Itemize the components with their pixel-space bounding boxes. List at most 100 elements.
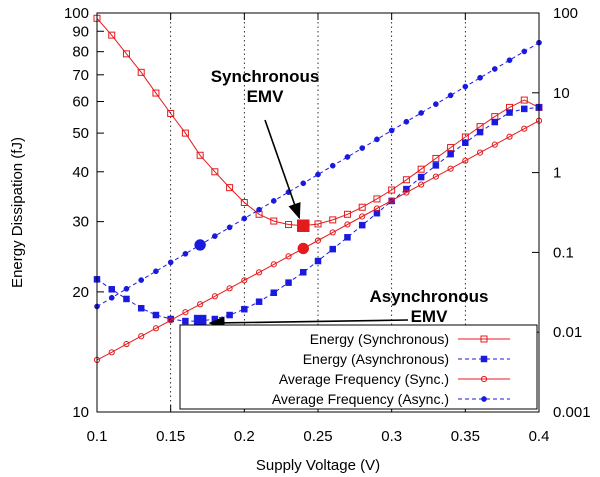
data-point <box>226 285 233 292</box>
grid-lines <box>170 13 466 412</box>
data-point <box>418 181 425 188</box>
data-point <box>462 83 469 90</box>
data-point <box>167 109 175 117</box>
y-right-tick-label: 0.01 <box>553 324 582 341</box>
annotation-text: EMV <box>247 87 285 106</box>
annotation-arrow <box>264 119 301 220</box>
highlight-point <box>297 242 310 255</box>
legend-marker <box>480 375 488 383</box>
data-point <box>521 48 528 55</box>
data-point <box>329 245 336 253</box>
y-left-tick-label: 100 <box>64 5 89 22</box>
legend-marker <box>481 396 487 402</box>
data-point <box>344 221 351 228</box>
data-point <box>108 349 115 356</box>
data-point <box>226 311 233 319</box>
data-point <box>108 286 115 293</box>
data-point <box>359 145 366 151</box>
y-left-tick-label: 20 <box>72 284 89 301</box>
data-point <box>152 89 160 97</box>
x-tick-label: 0.4 <box>529 428 550 445</box>
y-left-tick-label: 50 <box>72 125 89 142</box>
series-2 <box>93 104 543 325</box>
x-tick-label: 0.3 <box>381 428 402 445</box>
data-point <box>241 277 248 284</box>
series-layer <box>93 14 543 363</box>
data-point <box>138 333 145 340</box>
data-point <box>462 157 469 164</box>
y-left-tick-label: 70 <box>72 67 89 84</box>
data-point <box>388 186 396 194</box>
data-point <box>137 304 145 312</box>
highlight-point <box>194 239 206 251</box>
data-point <box>315 171 321 178</box>
data-point <box>402 176 410 184</box>
data-point <box>285 253 292 260</box>
y-left-tick-label: 10 <box>72 404 89 421</box>
data-point <box>182 250 189 257</box>
data-point <box>300 180 307 187</box>
data-point <box>447 92 454 99</box>
annotation-arrow <box>208 316 409 330</box>
data-point <box>108 294 115 301</box>
data-point <box>196 151 204 159</box>
data-point <box>256 206 262 213</box>
data-point <box>314 257 322 265</box>
data-point <box>270 217 278 225</box>
y-axis-label: Energy Dissipation (fJ) <box>9 137 26 288</box>
data-point <box>329 216 337 224</box>
data-point <box>344 154 351 160</box>
data-point <box>314 220 322 228</box>
data-point <box>329 229 336 236</box>
data-point <box>477 74 483 81</box>
data-point <box>432 154 440 162</box>
x-axis-label: Supply Voltage (V) <box>256 457 380 474</box>
data-point <box>153 268 159 275</box>
series-line <box>96 17 540 227</box>
data-point <box>476 128 484 136</box>
data-point <box>506 109 513 116</box>
data-point <box>418 110 424 116</box>
data-point <box>122 50 130 58</box>
data-point <box>403 118 410 125</box>
data-point <box>491 118 499 126</box>
highlight-layer <box>193 219 310 328</box>
data-point <box>433 101 439 107</box>
data-point <box>491 141 498 148</box>
data-point <box>432 162 440 169</box>
data-point <box>270 198 277 204</box>
data-point <box>167 259 174 266</box>
data-point <box>182 317 189 325</box>
data-point <box>108 31 116 39</box>
y-left-tick-label: 40 <box>72 164 89 181</box>
data-point <box>167 317 174 324</box>
legend-label: Energy (Asynchronous) <box>303 351 449 367</box>
legend-marker <box>480 355 488 363</box>
data-point <box>447 144 455 152</box>
data-point <box>506 133 513 140</box>
data-point <box>447 150 454 158</box>
data-point <box>329 162 336 169</box>
data-point <box>123 285 130 292</box>
series-4 <box>94 39 542 310</box>
legend-marker <box>480 335 488 343</box>
data-point <box>270 289 278 297</box>
x-tick-label: 0.25 <box>303 428 332 445</box>
data-point <box>388 197 395 204</box>
data-point <box>300 269 307 276</box>
data-point <box>374 136 380 143</box>
data-point <box>211 293 218 300</box>
data-point <box>255 298 263 305</box>
highlight-point <box>297 219 310 232</box>
data-point <box>521 125 528 132</box>
data-point <box>152 325 160 332</box>
x-tick-label: 0.1 <box>87 428 108 445</box>
data-point <box>491 66 498 72</box>
data-point <box>417 165 425 173</box>
data-point <box>403 189 410 196</box>
data-point <box>197 301 204 308</box>
data-point <box>212 233 218 239</box>
data-point <box>226 184 234 192</box>
